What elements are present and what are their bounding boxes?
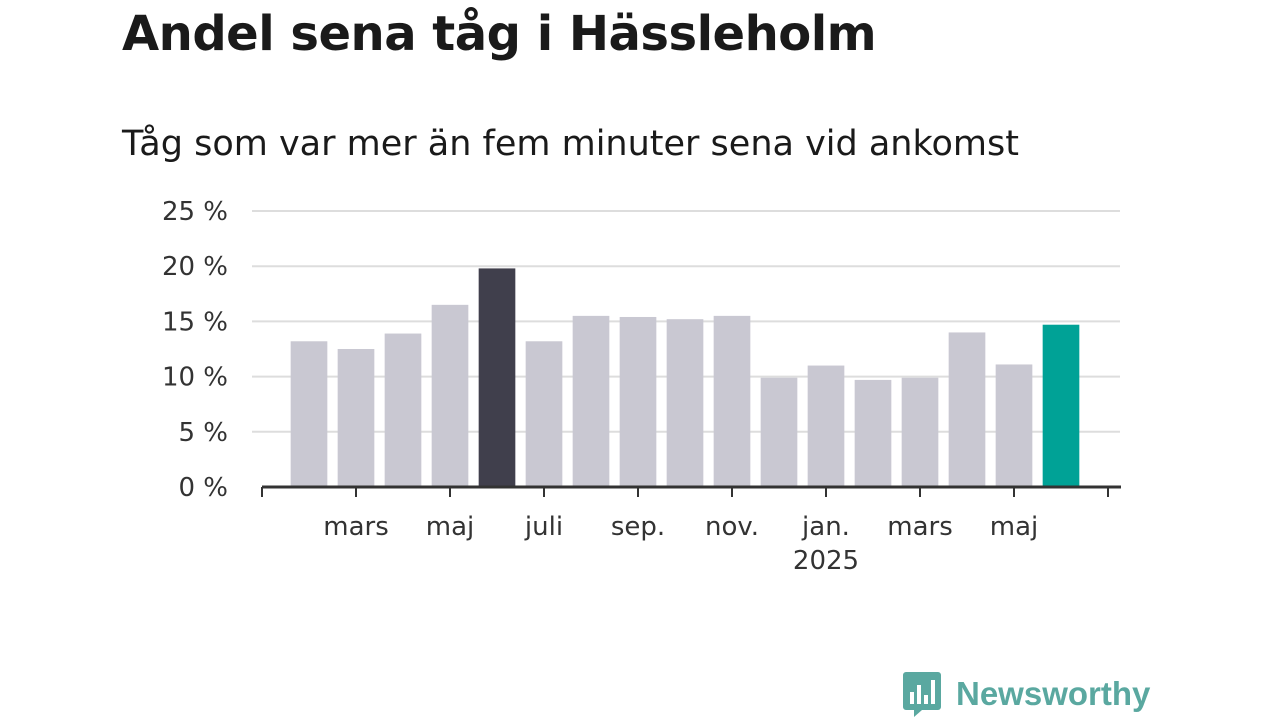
x-tick-label: sep. [611, 512, 665, 542]
x-tick-label: maj [426, 512, 474, 542]
y-tick-label: 0 % [178, 473, 228, 503]
bar [713, 315, 751, 487]
bar [619, 316, 657, 487]
x-tick-label: juli [524, 512, 563, 542]
bar [760, 377, 798, 487]
y-tick-label: 10 % [162, 363, 228, 393]
bar [478, 268, 516, 487]
bar [854, 379, 892, 487]
y-tick-label: 20 % [162, 252, 228, 282]
y-tick-label: 15 % [162, 307, 228, 337]
bar [995, 364, 1033, 487]
chart-title: Andel sena tåg i Hässleholm [122, 6, 877, 62]
x-tick-label: maj [990, 512, 1038, 542]
bar [384, 333, 422, 487]
bar [525, 341, 563, 487]
bar [337, 349, 375, 487]
y-tick-label: 5 % [178, 418, 228, 448]
bar-chart: 0 % 5 % 10 % 15 % 20 % 25 % mars maj juli sep. nov… [162, 197, 1121, 576]
chart-subtitle: Tåg som var mer än fem minuter sena vid … [122, 124, 1019, 164]
x-tick-year-label: 2025 [793, 546, 859, 576]
bar [572, 315, 610, 487]
brand-name: Newsworthy [956, 675, 1151, 712]
bar [431, 304, 469, 487]
y-tick-label: 25 % [162, 197, 228, 227]
x-tick-label: mars [323, 512, 389, 542]
bar [807, 365, 845, 487]
bar-chart-speech-bubble-icon [903, 672, 941, 717]
x-tick-label: nov. [705, 512, 759, 542]
bar [948, 332, 986, 487]
brand-logo: Newsworthy [902, 670, 1150, 718]
x-tick-label: jan. [801, 512, 850, 542]
bar [1042, 324, 1080, 487]
bar [901, 377, 939, 487]
x-tick-label: mars [887, 512, 953, 542]
bar [666, 319, 704, 487]
bar [290, 341, 328, 487]
